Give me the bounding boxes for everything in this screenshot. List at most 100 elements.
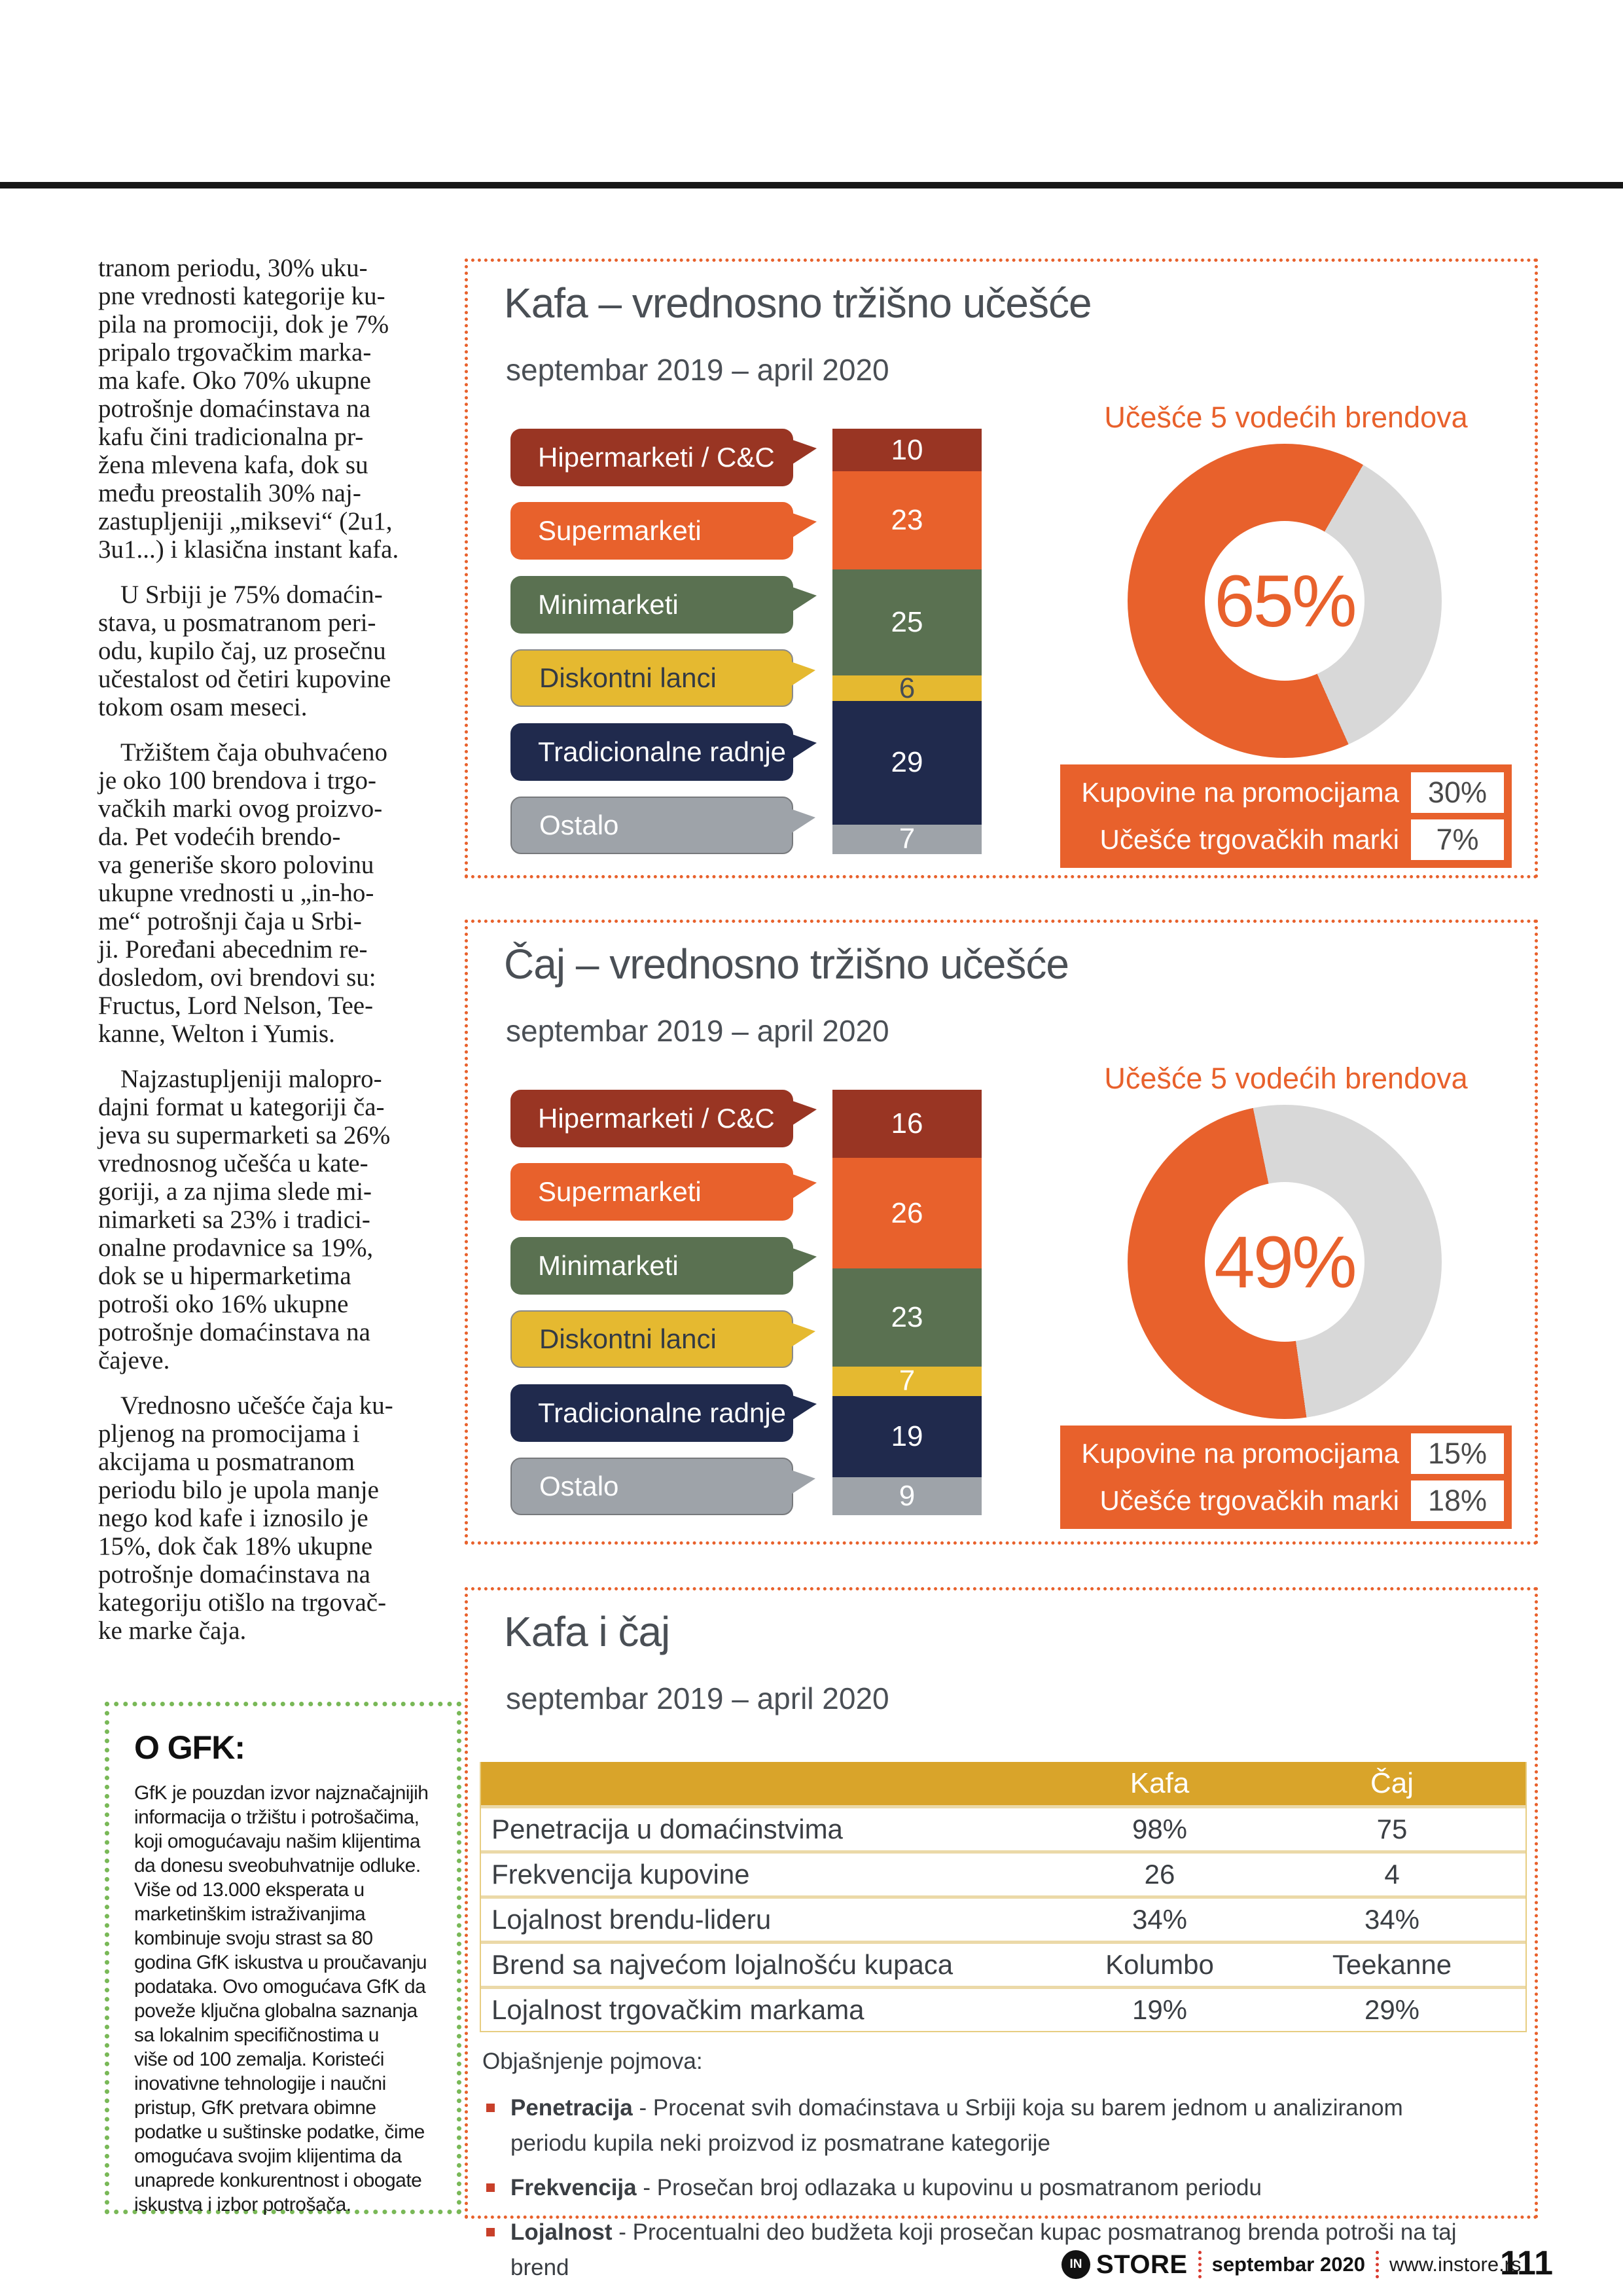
paragraph: Vrednosno učešće čaja ku- pljenog na pro… xyxy=(98,1391,393,1645)
category-labels: Hipermarketi / C&C Supermarketi Minimark… xyxy=(510,1090,817,1515)
bullet-square-icon xyxy=(486,2228,495,2236)
table-row: Lojalnost brendu-lideru 34% 34% xyxy=(481,1895,1525,1941)
row-label: Penetracija u domaćinstvima xyxy=(491,1814,843,1844)
footnote-text: Penetracija - Procenat svih domaćinstava… xyxy=(510,2090,1486,2161)
stacked-bar: 10 23 25 6 29 7 xyxy=(832,429,982,855)
kafa-bar-chart: Hipermarketi / C&C Supermarketi Minimark… xyxy=(510,429,1008,855)
issue-date: septembar 2020 xyxy=(1211,2253,1365,2276)
promo-label: Učešće trgovačkih marki xyxy=(1099,1485,1399,1516)
promo-value: 15% xyxy=(1411,1433,1504,1474)
category-pill: Ostalo xyxy=(510,796,815,854)
donut-title: Učešće 5 vodećih brendova xyxy=(1104,401,1468,434)
promo-value: 7% xyxy=(1411,819,1504,860)
footnote-text: Frekvencija - Prosečan broj odlazaka u k… xyxy=(510,2170,1486,2206)
bar-segment: 9 xyxy=(832,1477,982,1515)
category-pill: Tradicionalne radnje xyxy=(510,723,817,781)
column-header-kafa: Kafa xyxy=(1130,1767,1190,1799)
promo-banner: Kupovine na promocijama 30% Učešće trgov… xyxy=(1060,764,1512,868)
row-label: Lojalnost brendu-lideru xyxy=(491,1904,772,1935)
article-column: tranom periodu, 30% uku- pne vrednosti k… xyxy=(98,254,462,1662)
bar-segment: 26 xyxy=(832,1158,982,1268)
row-value-kafa: Kolumbo xyxy=(1105,1949,1214,1980)
table-row: Brend sa najvećom lojalnošću kupaca Kolu… xyxy=(481,1941,1525,1986)
bar-segment: 7 xyxy=(832,823,982,855)
pill-label: Ostalo xyxy=(539,1470,619,1501)
footnotes-title: Objašnjenje pojmova: xyxy=(482,2049,703,2074)
category-pill: Supermarketi xyxy=(510,1163,817,1221)
row-label: Lojalnost trgovačkim markama xyxy=(491,1994,865,2025)
promo-label: Učešće trgovačkih marki xyxy=(1099,824,1399,855)
footer-separator xyxy=(1375,2251,1379,2278)
bar-segment: 16 xyxy=(832,1090,982,1158)
pill-label: Supermarketi xyxy=(538,1176,702,1208)
footer-separator xyxy=(1198,2251,1202,2278)
panel-caj: Čaj – vrednosno tržišno učešće septembar… xyxy=(465,920,1538,1545)
promo-value: 18% xyxy=(1411,1480,1504,1521)
row-value-kafa: 19% xyxy=(1132,1994,1188,2025)
gfk-box-body: GfK je pouzdan izvor najznačajnijih info… xyxy=(134,1782,429,2215)
footnote-definition: - Procenat svih domaćinstava u Srbiji ko… xyxy=(510,2095,1403,2156)
bullet-square-icon xyxy=(486,2183,495,2192)
promo-row: Kupovine na promocijama 30% xyxy=(1068,772,1504,813)
bar-segment: 7 xyxy=(832,1365,982,1397)
paragraph: Tržištem čaja obuhvaćeno je oko 100 bren… xyxy=(98,738,387,1048)
table-header: Kafa Čaj xyxy=(481,1762,1525,1805)
category-pill: Hipermarketi / C&C xyxy=(510,1090,817,1147)
category-pill: Minimarketi xyxy=(510,575,817,634)
bar-segment: 23 xyxy=(832,1268,982,1367)
category-pill: Diskontni lanci xyxy=(510,649,815,708)
pill-label: Ostalo xyxy=(539,809,619,840)
footer: IN STORE septembar 2020 www.instore.rs xyxy=(1061,2246,1522,2283)
row-value-caj: Teekanne xyxy=(1332,1949,1452,1980)
row-value-caj: 75 xyxy=(1376,1814,1408,1844)
row-value-caj: 4 xyxy=(1384,1859,1400,1890)
category-pill: Tradicionalne radnje xyxy=(510,1384,817,1442)
category-pill: Supermarketi xyxy=(510,502,817,560)
footnote: Lojalnost - Procentualni deo budžeta koj… xyxy=(482,2215,1503,2286)
paragraph: U Srbiji je 75% domaćin- stava, u posmat… xyxy=(98,581,391,721)
footnote-term: Lojalnost xyxy=(510,2219,613,2245)
footnote-term: Penetracija xyxy=(510,2095,633,2121)
pill-label: Minimarketi xyxy=(538,588,679,620)
pill-label: Diskontni lanci xyxy=(539,1323,717,1355)
top-rule xyxy=(0,182,1623,188)
row-label: Frekvencija kupovine xyxy=(491,1859,750,1890)
pill-label: Tradicionalne radnje xyxy=(538,1397,787,1428)
bar-segment: 6 xyxy=(832,672,982,704)
gfk-box: O GFK: GfK je pouzdan izvor najznačajnij… xyxy=(105,1702,461,2215)
footnote-term: Frekvencija xyxy=(510,2175,637,2200)
table-row: Lojalnost trgovačkim markama 19% 29% xyxy=(481,1986,1525,2031)
promo-value: 30% xyxy=(1411,772,1504,813)
footnote-definition: - Prosečan broj odlazaka u kupovinu u po… xyxy=(643,2175,1262,2200)
stacked-bar: 16 26 23 7 19 9 xyxy=(832,1090,982,1515)
footnote: Frekvencija - Prosečan broj odlazaka u k… xyxy=(482,2170,1503,2206)
donut-chart: 65% xyxy=(1128,444,1442,758)
promo-row: Kupovine na promocijama 15% xyxy=(1068,1433,1504,1474)
table-subtitle: septembar 2019 – april 2020 xyxy=(506,1681,889,1715)
promo-label: Kupovine na promocijama xyxy=(1081,1438,1399,1469)
footnotes: Objašnjenje pojmova: Penetracija - Proce… xyxy=(482,2049,1503,2295)
row-value-kafa: 98% xyxy=(1132,1814,1188,1844)
donut-value: 49% xyxy=(1214,1221,1357,1303)
page-number: 111 xyxy=(1500,2244,1554,2282)
footnote: Penetracija - Procenat svih domaćinstava… xyxy=(482,2090,1503,2161)
promo-row: Učešće trgovačkih marki 7% xyxy=(1068,819,1504,860)
category-pill: Hipermarketi / C&C xyxy=(510,429,817,486)
website-url: www.instore.rs xyxy=(1389,2253,1522,2276)
bullet-square-icon xyxy=(486,2104,495,2112)
bar-segment: 19 xyxy=(832,1396,982,1477)
chart-title: Kafa – vrednosno tržišno učešće xyxy=(504,279,1092,327)
paragraph: Najzastupljeniji malopro- dajni format u… xyxy=(98,1065,391,1374)
caj-bar-chart: Hipermarketi / C&C Supermarketi Minimark… xyxy=(510,1090,1008,1515)
promo-banner: Kupovine na promocijama 15% Učešće trgov… xyxy=(1060,1426,1512,1529)
pill-label: Hipermarketi / C&C xyxy=(538,442,775,473)
promo-row: Učešće trgovačkih marki 18% xyxy=(1068,1480,1504,1521)
donut-chart: 49% xyxy=(1128,1105,1442,1419)
row-label: Brend sa najvećom lojalnošću kupaca xyxy=(491,1949,954,1980)
chart-subtitle: septembar 2019 – april 2020 xyxy=(506,1014,889,1048)
donut-hole xyxy=(1205,1182,1364,1342)
pill-label: Tradicionalne radnje xyxy=(538,736,787,767)
bar-segment: 23 xyxy=(832,471,982,569)
paragraph: tranom periodu, 30% uku- pne vrednosti k… xyxy=(98,254,399,564)
